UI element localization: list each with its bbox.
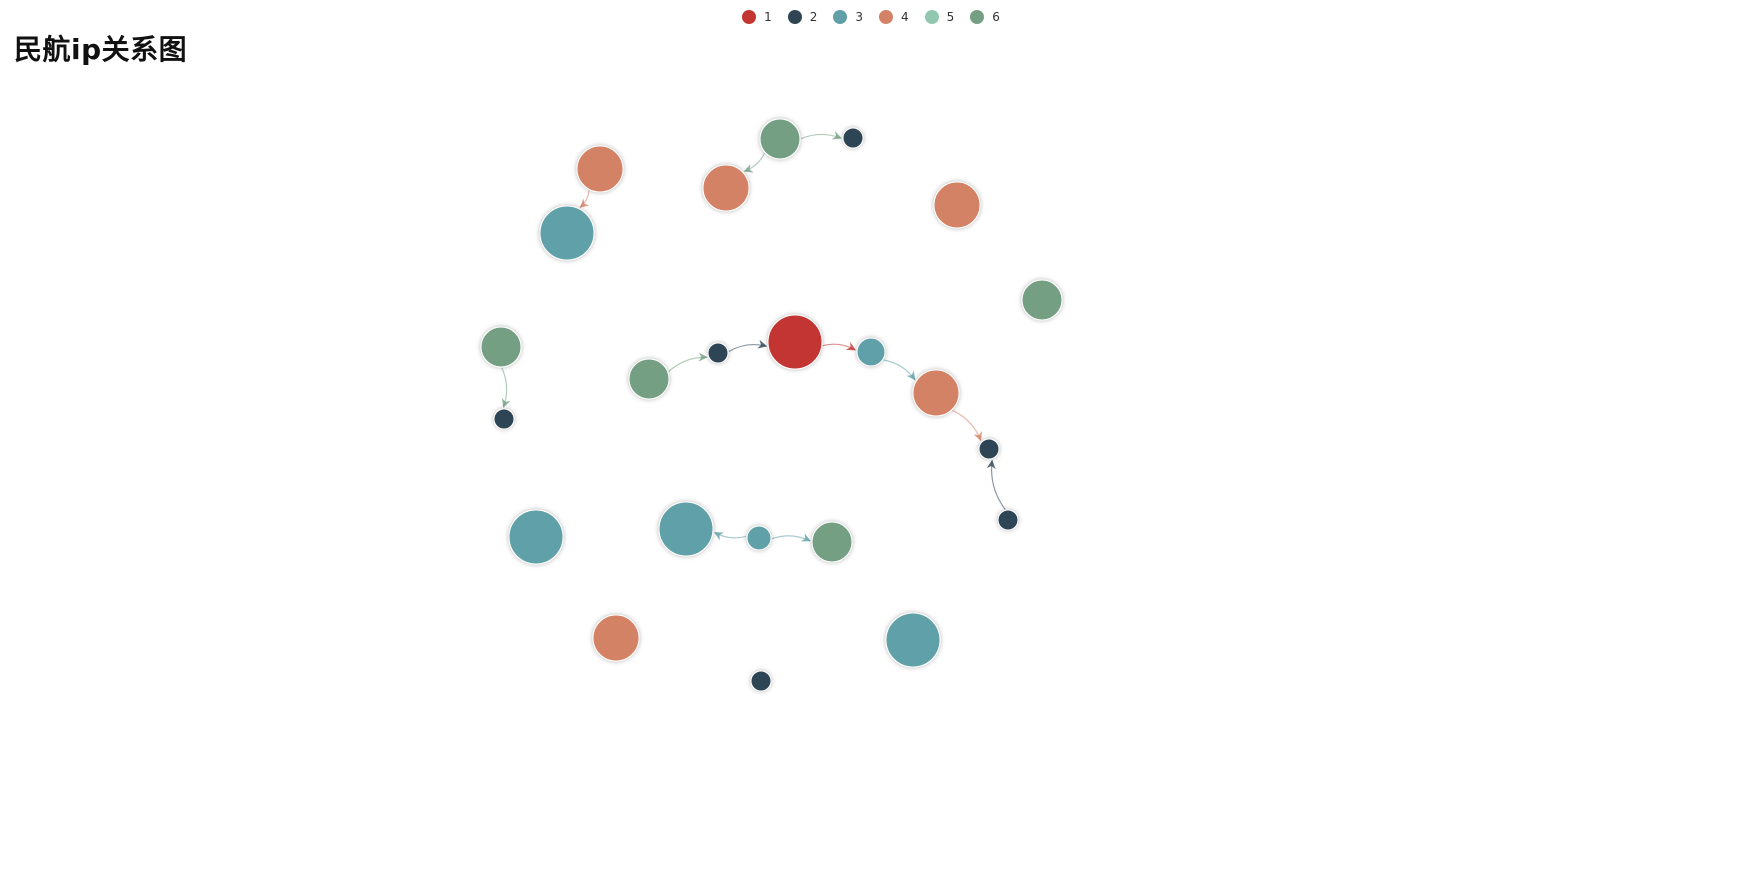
page-title: 民航ip关系图 xyxy=(14,33,188,66)
graph-node[interactable] xyxy=(912,369,960,417)
links-layer xyxy=(501,131,1006,542)
graph-node[interactable] xyxy=(885,612,941,668)
graph-node[interactable] xyxy=(493,408,515,430)
graph-link xyxy=(771,533,811,542)
graph-node[interactable] xyxy=(592,614,640,662)
graph-node[interactable] xyxy=(628,358,670,400)
graph-node[interactable] xyxy=(750,670,772,692)
legend-item-2[interactable]: 2 xyxy=(786,10,820,24)
legend-swatch-6 xyxy=(970,10,985,24)
legend-label-4: 4 xyxy=(901,10,909,24)
legend-item-1[interactable]: 1 xyxy=(740,10,774,24)
graph-node[interactable] xyxy=(702,164,750,212)
legend-swatch-4 xyxy=(879,10,893,24)
graph-node[interactable] xyxy=(707,342,729,364)
legend: 1 2 3 4 5 6 xyxy=(0,10,1742,24)
graph-node[interactable] xyxy=(658,501,714,557)
graph-link xyxy=(952,409,982,442)
legend-label-3: 3 xyxy=(855,10,863,24)
graph-node[interactable] xyxy=(767,314,823,370)
legend-label-5: 5 xyxy=(946,10,955,24)
nodes-layer xyxy=(480,118,1063,692)
legend-label-1: 1 xyxy=(764,10,772,24)
graph-link xyxy=(986,459,1006,510)
graph-node[interactable] xyxy=(539,205,595,261)
legend-swatch-5 xyxy=(924,10,939,24)
legend-swatch-2 xyxy=(787,10,802,24)
graph-link xyxy=(728,339,768,352)
legend-label-2: 2 xyxy=(809,10,818,24)
graph-node[interactable] xyxy=(811,521,853,563)
graph-link xyxy=(743,152,765,173)
graph-link xyxy=(713,532,747,541)
graph-link xyxy=(501,367,511,408)
graph-link xyxy=(883,359,916,381)
graph-node[interactable] xyxy=(1021,279,1063,321)
legend-item-4[interactable]: 4 xyxy=(877,10,911,24)
graph-link xyxy=(800,131,842,140)
graph-node[interactable] xyxy=(997,509,1019,531)
graph-link xyxy=(822,342,856,351)
graph-link xyxy=(579,190,590,208)
graph-node[interactable] xyxy=(842,127,864,149)
legend-swatch-1 xyxy=(742,10,757,24)
graph-node[interactable] xyxy=(978,438,1000,460)
graph-node[interactable] xyxy=(933,181,981,229)
legend-label-6: 6 xyxy=(992,10,1000,24)
graph-node[interactable] xyxy=(746,525,772,551)
graph-node[interactable] xyxy=(856,337,886,367)
graph-node[interactable] xyxy=(576,145,624,193)
graph-node[interactable] xyxy=(759,118,801,160)
legend-item-5[interactable]: 5 xyxy=(923,10,957,24)
graph-node[interactable] xyxy=(480,326,522,368)
graph-link xyxy=(668,352,708,373)
legend-item-3[interactable]: 3 xyxy=(831,10,865,24)
graph-node[interactable] xyxy=(508,509,564,565)
legend-swatch-3 xyxy=(833,10,848,24)
legend-item-6[interactable]: 6 xyxy=(968,10,1002,24)
